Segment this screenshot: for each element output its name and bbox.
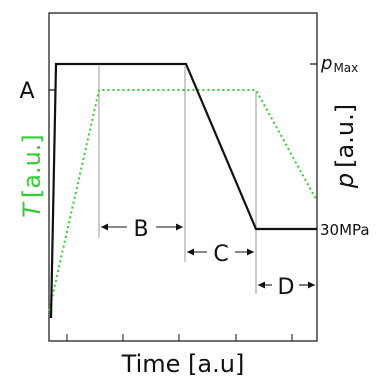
p-max-symbol: p bbox=[320, 53, 332, 74]
phase-d-arrowhead-right bbox=[308, 281, 315, 289]
x-axis-title: Time [a.u] bbox=[121, 350, 245, 378]
pressure-level-label: 30MPa bbox=[320, 221, 370, 239]
phase-b-arrowhead-left bbox=[101, 223, 108, 231]
phase-b-label: B bbox=[133, 217, 148, 242]
pressure-curve bbox=[49, 62, 317, 319]
phase-c-arrowhead-left bbox=[187, 248, 194, 256]
p-max-label: pMax bbox=[320, 53, 358, 75]
right-axis-symbol: p bbox=[331, 173, 359, 189]
phase-d-arrowhead-left bbox=[258, 281, 265, 289]
phase-d-label: D bbox=[278, 275, 295, 300]
right-axis-unit: [a.u.] bbox=[331, 104, 359, 168]
p-max-subscript: Max bbox=[333, 61, 358, 75]
plot-frame bbox=[48, 12, 318, 342]
left-axis-unit: [a.u.] bbox=[18, 134, 46, 198]
temperature-curve bbox=[48, 89, 318, 312]
phase-b-arrowhead-right bbox=[176, 223, 183, 231]
left-axis-symbol: T bbox=[18, 201, 46, 218]
phase-a-label: A bbox=[19, 79, 34, 104]
phase-c-arrowhead-right bbox=[247, 248, 254, 256]
left-axis-title: T [a.u.] bbox=[18, 134, 46, 218]
right-axis-title: p [a.u.] bbox=[331, 104, 359, 189]
phase-c-label: C bbox=[213, 242, 228, 267]
